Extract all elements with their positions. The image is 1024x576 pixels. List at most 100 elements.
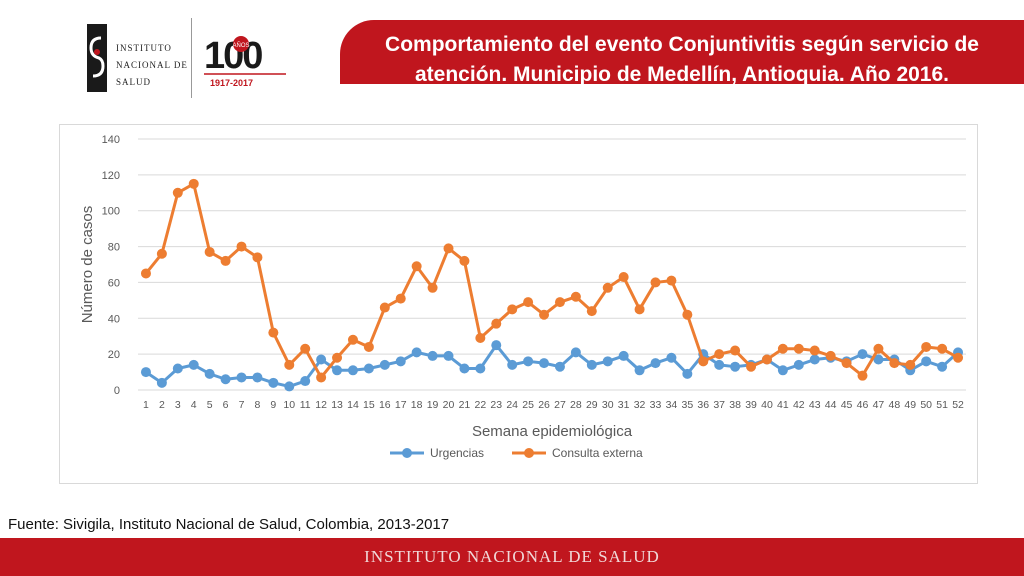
page-title: Comportamiento del evento Conjuntivitis … <box>385 33 979 84</box>
data-point <box>809 354 820 365</box>
y-tick-label: 20 <box>108 349 120 361</box>
x-tick-label: 13 <box>331 399 343 411</box>
x-tick-label: 42 <box>793 399 805 411</box>
data-point <box>300 376 311 387</box>
data-point <box>188 178 199 189</box>
data-point <box>379 359 390 370</box>
y-tick-label: 140 <box>102 134 120 146</box>
data-point <box>586 359 597 370</box>
data-point <box>411 261 422 272</box>
data-point <box>252 252 263 263</box>
x-tick-label: 8 <box>255 399 261 411</box>
data-point <box>284 381 295 392</box>
x-axis-label: Semana epidemiológica <box>472 423 633 440</box>
logo-divider <box>191 18 192 98</box>
x-tick-label: 4 <box>191 399 197 411</box>
data-point <box>761 354 772 365</box>
x-tick-label: 51 <box>936 399 948 411</box>
data-point <box>507 304 518 315</box>
legend-label: Urgencias <box>430 446 484 460</box>
data-point <box>730 361 741 372</box>
y-tick-label: 40 <box>108 313 120 325</box>
data-point <box>268 377 279 388</box>
anniversary-number: 100 <box>204 35 262 77</box>
data-point <box>793 343 804 354</box>
data-point <box>300 343 311 354</box>
data-point <box>634 304 645 315</box>
anniversary-badge-icon <box>233 36 249 52</box>
x-tick-label: 31 <box>618 399 630 411</box>
source-text: Fuente: Sivigila, Instituto Nacional de … <box>8 516 450 533</box>
data-point <box>347 334 358 345</box>
x-tick-label: 24 <box>506 399 518 411</box>
data-point <box>491 340 502 351</box>
data-point <box>714 359 725 370</box>
x-tick-label: 11 <box>300 399 311 411</box>
x-tick-label: 27 <box>554 399 566 411</box>
x-tick-label: 18 <box>411 399 423 411</box>
data-point <box>220 255 231 266</box>
data-point <box>204 246 215 257</box>
data-point <box>284 359 295 370</box>
x-tick-label: 23 <box>490 399 502 411</box>
series-line-consulta-externa <box>144 182 959 379</box>
data-point <box>188 359 199 370</box>
x-tick-label: 1 <box>143 399 149 411</box>
data-point <box>682 368 693 379</box>
institute-line-1: Instituto <box>116 43 172 53</box>
data-point <box>172 187 183 198</box>
data-point <box>507 359 518 370</box>
x-tick-label: 37 <box>713 399 725 411</box>
data-point <box>140 268 151 279</box>
data-point <box>698 356 709 367</box>
y-tick-label: 60 <box>108 277 120 289</box>
data-point <box>539 358 550 369</box>
data-point <box>332 365 343 376</box>
x-tick-label: 22 <box>475 399 487 411</box>
x-tick-label: 7 <box>239 399 245 411</box>
x-tick-label: 28 <box>570 399 582 411</box>
data-point <box>777 365 788 376</box>
data-point <box>937 361 948 372</box>
data-point <box>841 358 852 369</box>
data-point <box>443 350 454 361</box>
data-point <box>825 350 836 361</box>
x-tick-label: 44 <box>825 399 837 411</box>
x-tick-label: 25 <box>522 399 534 411</box>
x-tick-label: 45 <box>841 399 853 411</box>
x-tick-label: 2 <box>159 399 165 411</box>
data-point <box>316 354 327 365</box>
x-tick-label: 15 <box>363 399 375 411</box>
data-point <box>220 374 231 385</box>
data-point <box>618 350 629 361</box>
footer-bar: INSTITUTO NACIONAL DE SALUD <box>0 538 1024 576</box>
data-point <box>523 297 534 308</box>
anniversary-logo: 100 AÑOS 1917-2017 <box>204 35 286 88</box>
data-point <box>427 350 438 361</box>
data-point <box>539 309 550 320</box>
x-tick-label: 39 <box>745 399 757 411</box>
data-point <box>332 352 343 363</box>
institute-name: Instituto Nacional de Salud <box>116 40 188 91</box>
data-point <box>395 356 406 367</box>
x-tick-label: 52 <box>952 399 964 411</box>
y-tick-label: 0 <box>114 385 120 397</box>
x-tick-label: 30 <box>602 399 614 411</box>
data-point <box>921 356 932 367</box>
data-point <box>140 367 151 378</box>
data-point <box>634 365 645 376</box>
x-tick-label: 19 <box>427 399 439 411</box>
legend-label: Consulta externa <box>552 446 643 460</box>
y-axis-label: Número de casos <box>79 206 96 324</box>
data-point <box>921 341 932 352</box>
data-point <box>554 361 565 372</box>
data-point <box>570 347 581 358</box>
data-point <box>156 377 167 388</box>
x-tick-label: 6 <box>223 399 229 411</box>
anniversary-years: 1917-2017 <box>210 78 253 88</box>
x-tick-label: 48 <box>889 399 901 411</box>
footer-text: INSTITUTO NACIONAL DE SALUD <box>364 547 660 566</box>
x-tick-label: 16 <box>379 399 391 411</box>
x-tick-label: 32 <box>634 399 646 411</box>
